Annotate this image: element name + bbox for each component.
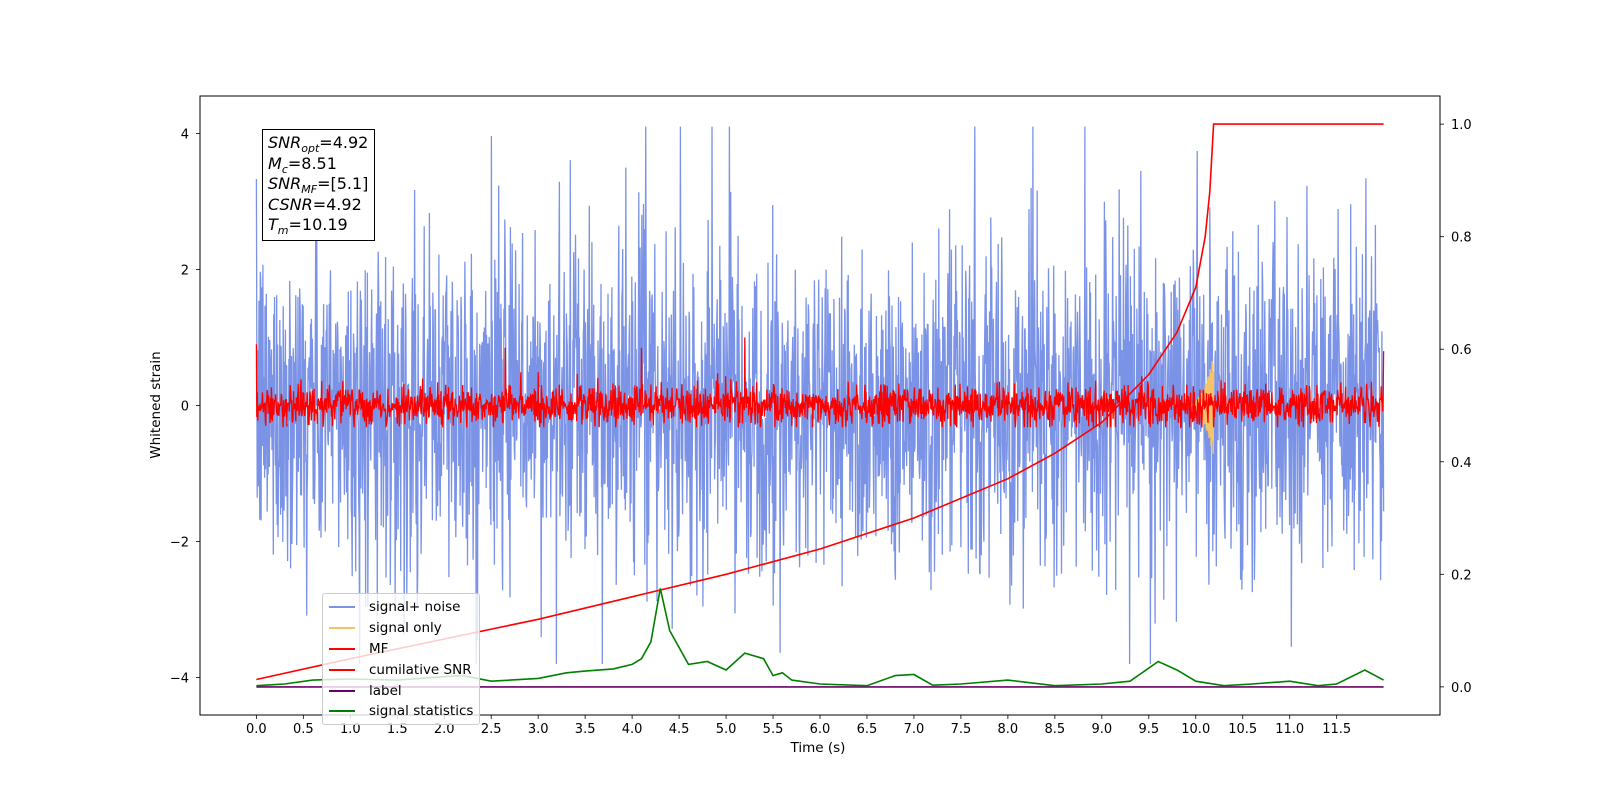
annotation-snr-opt: SNRopt=4.92 xyxy=(268,133,369,156)
x-tick-label: 7.5 xyxy=(951,722,972,737)
x-tick-label: 5.5 xyxy=(763,722,784,737)
x-tick-label: 8.0 xyxy=(998,722,1019,737)
y-tick-label: 0 xyxy=(181,400,189,415)
annotation-snr-mf: SNRMF=[5.1] xyxy=(268,174,369,197)
y-right-tick-label: 1.0 xyxy=(1451,118,1472,133)
x-tick-label: 10.0 xyxy=(1181,722,1210,737)
y-tick-label: −2 xyxy=(170,536,189,551)
legend-item: cumilative SNR xyxy=(329,659,473,680)
x-tick-label: 6.0 xyxy=(810,722,831,737)
x-tick-label: 6.5 xyxy=(857,722,878,737)
legend-swatch xyxy=(329,689,355,692)
y-tick-label: 4 xyxy=(181,127,189,142)
y-tick-label: −4 xyxy=(170,672,189,687)
legend-item: signal statistics xyxy=(329,701,473,722)
series-cumilative-snr-line xyxy=(256,123,1384,681)
annotation-tm: Tm=10.19 xyxy=(268,215,348,238)
x-tick-label: 4.0 xyxy=(622,722,643,737)
x-tick-label: 0.0 xyxy=(246,722,267,737)
annotation-csnr: CSNR=4.92 xyxy=(268,194,362,214)
legend-label: label xyxy=(369,682,402,699)
x-tick-label: 11.5 xyxy=(1322,722,1351,737)
x-tick-label: 1.0 xyxy=(340,722,361,737)
x-tick-label: 11.0 xyxy=(1275,722,1304,737)
y-right-tick-label: 0.8 xyxy=(1451,231,1472,246)
x-tick-label: 0.5 xyxy=(293,722,314,737)
legend-item: signal only xyxy=(329,618,473,639)
y-right-tick-label: 0.2 xyxy=(1451,568,1472,583)
y-tick-label: 2 xyxy=(181,263,189,278)
x-tick-label: 2.0 xyxy=(434,722,455,737)
x-tick-label: 5.0 xyxy=(716,722,737,737)
annotation-box: SNRopt=4.92 Mc=8.51 SNRMF=[5.1] CSNR=4.9… xyxy=(262,129,376,241)
legend-swatch xyxy=(329,627,355,630)
x-tick-label: 8.5 xyxy=(1045,722,1066,737)
series-mf-line xyxy=(255,337,1385,429)
x-tick-label: 10.5 xyxy=(1228,722,1257,737)
x-tick-label: 2.5 xyxy=(481,722,502,737)
x-tick-label: 1.5 xyxy=(387,722,408,737)
y-right-tick-label: 0.6 xyxy=(1451,343,1472,358)
legend-label: signal only xyxy=(369,620,442,637)
x-tick-label: 3.5 xyxy=(575,722,596,737)
x-tick-label: 9.0 xyxy=(1091,722,1112,737)
x-tick-label: 9.5 xyxy=(1138,722,1159,737)
legend-swatch xyxy=(329,710,355,713)
legend-label: signal+ noise xyxy=(369,599,461,616)
legend-label: MF xyxy=(369,640,389,657)
x-tick-label: 7.0 xyxy=(904,722,925,737)
y-axis-label: Whitened strain xyxy=(148,351,164,458)
x-tick-label: 3.0 xyxy=(528,722,549,737)
annotation-mc: Mc=8.51 xyxy=(268,153,337,176)
y-right-tick-label: 0.0 xyxy=(1451,681,1472,696)
legend-swatch xyxy=(329,606,355,609)
legend-label: signal statistics xyxy=(369,703,474,720)
legend-item: MF xyxy=(329,639,473,660)
legend-swatch xyxy=(329,668,355,671)
series-signal-statistics-line xyxy=(256,588,1384,687)
x-tick-label: 4.5 xyxy=(669,722,690,737)
legend-label: cumilative SNR xyxy=(369,661,472,678)
legend-item: signal+ noise xyxy=(329,597,473,618)
legend-swatch xyxy=(329,647,355,650)
legend: signal+ noise signal only MF cumilative SNR… xyxy=(322,593,481,725)
y-right-tick-label: 0.4 xyxy=(1451,456,1472,471)
legend-item: label xyxy=(329,680,473,701)
x-axis-label: Time (s) xyxy=(790,740,846,756)
